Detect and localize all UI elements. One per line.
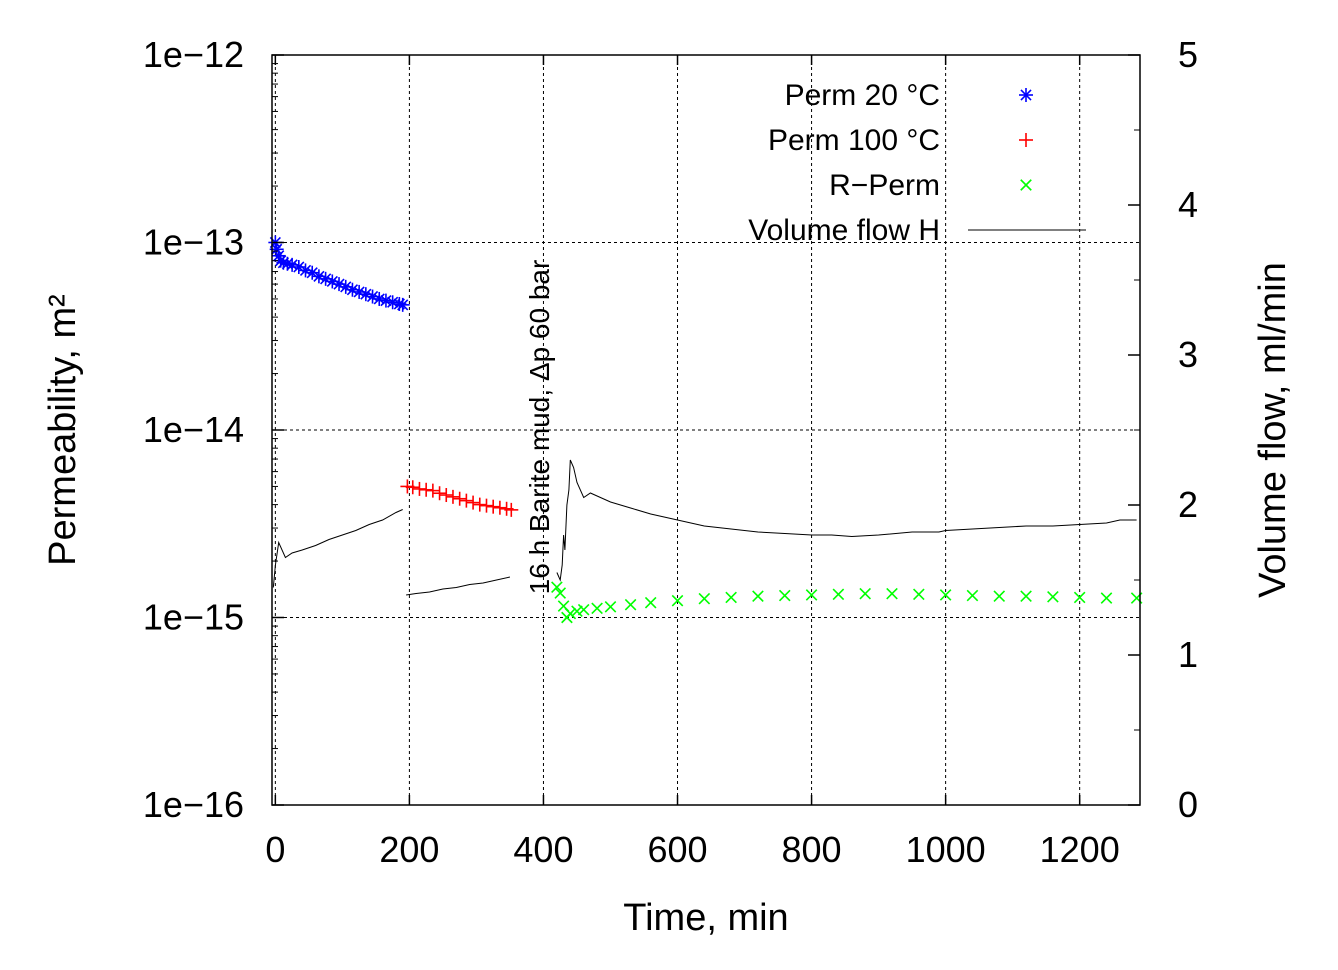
y2-tick-label: 5 [1178,34,1198,75]
x-tick-label: 1000 [906,829,986,870]
y-tick-label: 1e−12 [143,34,244,75]
x-tick-label: 1200 [1040,829,1120,870]
legend-label: R−Perm [829,169,940,202]
data-point [492,500,507,515]
data-point [604,601,617,613]
data-point [412,481,427,496]
data-point [291,260,306,275]
data-point [479,498,494,513]
y-axis-label: Permeability, m² [42,294,84,566]
data-point [939,589,952,601]
legend-entry: Perm 20 °C [785,79,1033,112]
series-1 [400,479,519,517]
legend-marker [1020,179,1032,191]
data-point [591,602,603,615]
y-tick-label: 1e−15 [143,597,244,638]
data-point [564,607,577,620]
annotation-text: 16 h Barite mud, Δp 60 bar [524,260,555,595]
data-point [778,589,791,602]
data-point [395,297,410,312]
data-point [486,499,501,514]
data-point [298,263,313,278]
x-tick-label: 600 [647,829,707,870]
data-point [405,480,420,495]
legend-entry: Perm 100 °C [768,124,1033,157]
data-point [832,588,845,601]
data-point [752,590,764,602]
data-point [425,483,440,498]
legend-marker [1019,133,1033,147]
x-tick-label: 0 [265,829,285,870]
data-point [725,591,737,604]
data-point [966,589,979,602]
legend-label: Volume flow H [748,214,940,247]
x-tick-label: 200 [379,829,439,870]
data-point [459,493,474,508]
data-point [671,594,684,607]
legend-entry: Volume flow H [748,214,1086,247]
data-point [1100,592,1113,604]
x-axis-label: Time, min [623,897,788,939]
data-point [504,502,519,517]
data-point [419,482,434,497]
y2-tick-label: 0 [1178,784,1198,825]
data-point [698,592,711,605]
data-point [551,581,563,594]
data-point [466,495,481,510]
y2-tick-label: 3 [1178,334,1198,375]
legend-label: Perm 100 °C [768,124,940,157]
data-point [571,605,583,618]
data-point [859,587,872,600]
axes: 0 200 400 600 800 1000 1200 1e−16 1e−15 1e−14 1e−1… [143,34,1198,870]
data-point [452,491,467,506]
data-point [993,590,1006,602]
data-point [439,488,454,503]
volume-flow-line [272,509,403,588]
data-point [624,598,637,611]
data-point [345,282,360,297]
data-point [644,596,657,609]
y2-axis-label: Volume flow, ml/min [1252,262,1294,598]
data-point [445,489,460,504]
x-tick-label: 800 [782,829,842,870]
legend-entry: R−Perm [829,169,1032,202]
data-point [305,265,320,280]
legend-marker [1019,88,1033,102]
y-tick-label: 1e−14 [143,409,244,450]
legend-label: Perm 20 °C [785,79,940,112]
data-point [1073,591,1086,604]
data-point [554,587,567,599]
volume-flow-line [556,459,1137,582]
data-point [472,497,487,512]
legend: Perm 20 °C Perm 100 °C R−Perm Volume flow H [748,79,1086,247]
data-point [886,587,898,600]
data-point [577,603,590,616]
data-point [1047,590,1059,603]
y-tick-label: 1e−16 [143,784,244,825]
volume-flow-line [406,576,511,596]
data-point [432,486,447,501]
series-3 [272,459,1137,596]
y-tick-label: 1e−13 [143,222,244,263]
data-point [912,588,925,601]
data-point [805,589,818,601]
y2-tick-label: 2 [1178,484,1198,525]
x-tick-label: 400 [513,829,573,870]
y2-tick-label: 4 [1178,184,1198,225]
data-point [1020,590,1032,602]
y2-tick-label: 1 [1178,634,1198,675]
